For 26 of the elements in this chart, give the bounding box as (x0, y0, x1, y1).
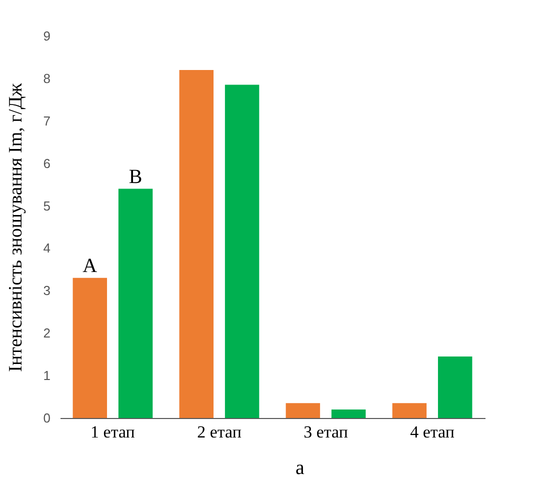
bar (179, 70, 214, 418)
bar (72, 278, 108, 418)
bar (118, 188, 153, 418)
y-tick-label: 1 (43, 368, 50, 384)
y-axis-title: Інтенсивність зношування Im, г/Дж (5, 82, 26, 372)
x-tick-label: 3 етап (304, 422, 348, 442)
y-tick-label: 7 (43, 113, 50, 128)
series-label: B (128, 166, 142, 188)
y-tick-label: 8 (43, 70, 50, 86)
x-tick-label: 2 етап (197, 422, 242, 442)
x-tick-label: 4 етап (410, 422, 454, 442)
y-tick-label: 4 (43, 240, 50, 256)
series-label: A (82, 254, 98, 277)
bar (286, 403, 320, 418)
y-tick-label: 5 (43, 198, 50, 214)
y-tick-label: 6 (43, 156, 50, 171)
bar (392, 403, 427, 418)
y-tick-label: 3 (43, 283, 50, 298)
y-tick-label: 2 (43, 326, 50, 341)
text: а (294, 457, 306, 480)
y-tick-label: 9 (43, 28, 50, 44)
bar (331, 410, 366, 418)
bar (224, 84, 260, 418)
y-tick-label: 0 (43, 410, 50, 426)
x-tick-label: 1 етап (90, 422, 135, 442)
bar (438, 356, 472, 418)
